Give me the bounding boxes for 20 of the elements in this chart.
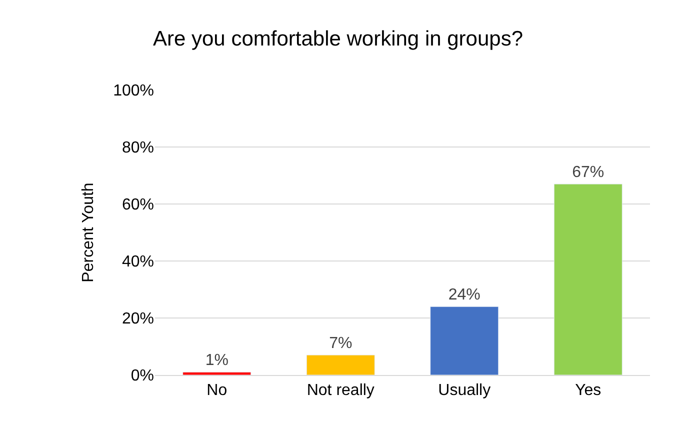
bar: [430, 306, 499, 375]
x-tick-label: Yes: [575, 382, 602, 400]
data-label: 67%: [572, 164, 604, 182]
bar: [306, 354, 375, 375]
y-tick-label: 100%: [113, 82, 154, 100]
y-tick-label: 40%: [122, 254, 154, 271]
y-axis-title: Percent Youth: [80, 182, 97, 282]
bar: [554, 184, 622, 375]
chart-title: Are you comfortable working in groups?: [152, 27, 524, 50]
data-label: 7%: [329, 335, 352, 352]
x-tick-label: Usually: [438, 382, 491, 400]
y-tick-label: 80%: [122, 140, 154, 157]
bar: [182, 372, 252, 375]
x-tick-label: Not really: [306, 382, 374, 400]
y-tick-label: 20%: [122, 310, 154, 328]
data-label: 1%: [205, 352, 228, 370]
y-tick-label: 0%: [130, 368, 154, 385]
y-tick-label: 60%: [122, 196, 154, 214]
data-label: 24%: [448, 286, 480, 304]
x-tick-label: No: [206, 382, 228, 400]
